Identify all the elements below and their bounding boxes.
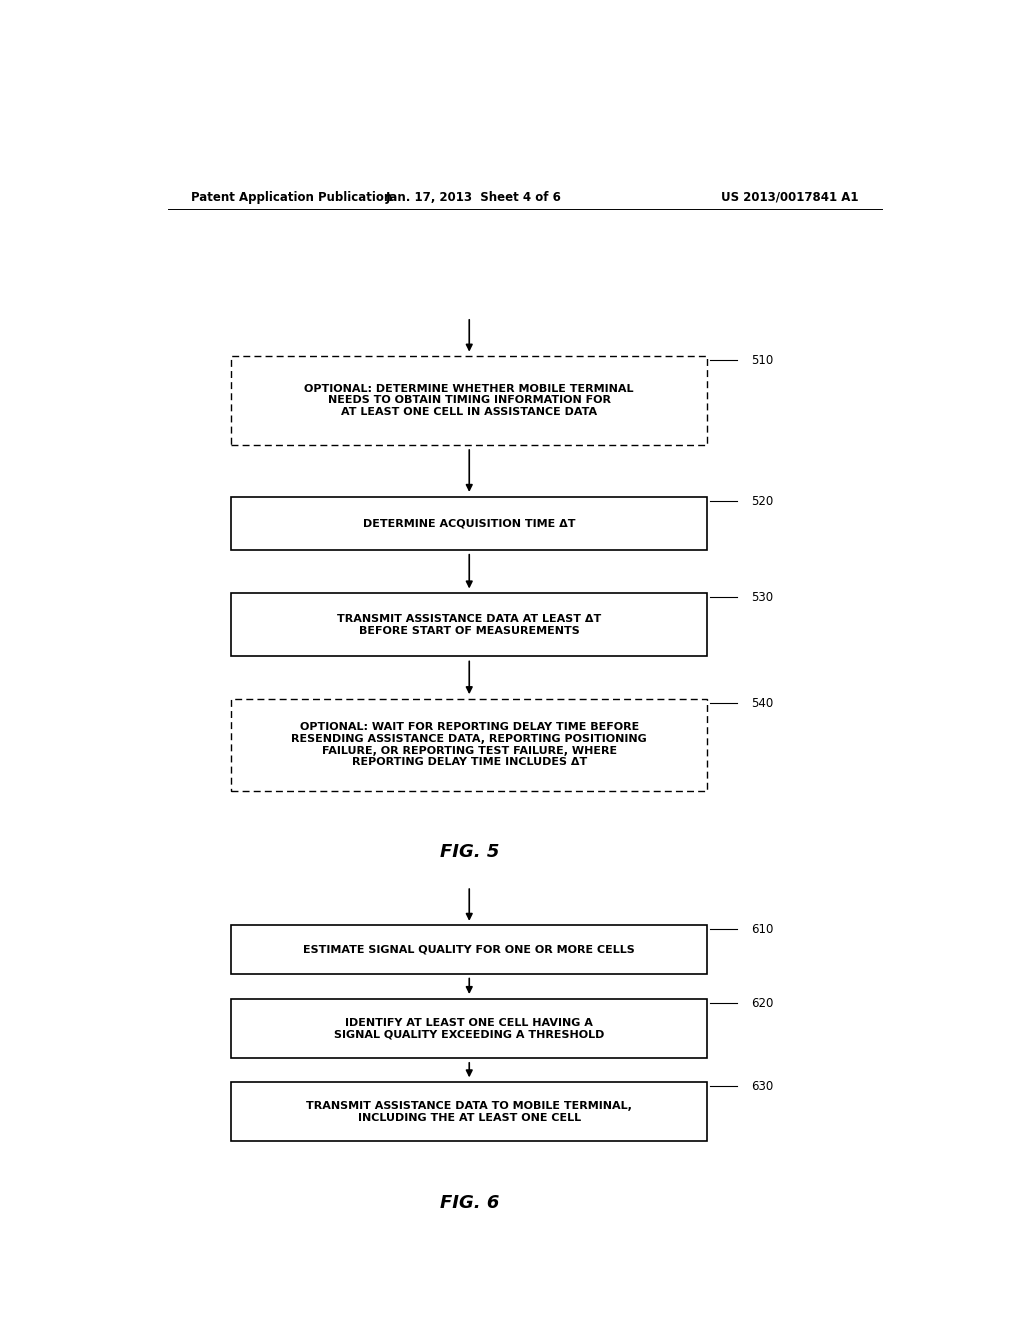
- Text: ESTIMATE SIGNAL QUALITY FOR ONE OR MORE CELLS: ESTIMATE SIGNAL QUALITY FOR ONE OR MORE …: [303, 944, 635, 954]
- Bar: [231, 1082, 708, 1142]
- Text: 510: 510: [751, 354, 773, 367]
- Text: OPTIONAL: DETERMINE WHETHER MOBILE TERMINAL
NEEDS TO OBTAIN TIMING INFORMATION F: OPTIONAL: DETERMINE WHETHER MOBILE TERMI…: [304, 384, 634, 417]
- Text: 530: 530: [751, 591, 773, 605]
- Text: Jan. 17, 2013  Sheet 4 of 6: Jan. 17, 2013 Sheet 4 of 6: [385, 190, 561, 203]
- Text: IDENTIFY AT LEAST ONE CELL HAVING A
SIGNAL QUALITY EXCEEDING A THRESHOLD: IDENTIFY AT LEAST ONE CELL HAVING A SIGN…: [334, 1018, 604, 1039]
- Bar: [231, 925, 708, 974]
- Text: US 2013/0017841 A1: US 2013/0017841 A1: [721, 190, 858, 203]
- Text: OPTIONAL: WAIT FOR REPORTING DELAY TIME BEFORE
RESENDING ASSISTANCE DATA, REPORT: OPTIONAL: WAIT FOR REPORTING DELAY TIME …: [292, 722, 647, 767]
- Bar: [231, 594, 708, 656]
- Bar: [231, 999, 708, 1057]
- Text: Patent Application Publication: Patent Application Publication: [191, 190, 393, 203]
- Text: FIG. 6: FIG. 6: [439, 1195, 499, 1212]
- Text: 540: 540: [751, 697, 773, 710]
- Bar: [231, 355, 708, 445]
- Bar: [231, 496, 708, 549]
- Text: 630: 630: [751, 1080, 773, 1093]
- Text: 610: 610: [751, 923, 773, 936]
- Text: 520: 520: [751, 495, 773, 508]
- Text: TRANSMIT ASSISTANCE DATA AT LEAST ΔT
BEFORE START OF MEASUREMENTS: TRANSMIT ASSISTANCE DATA AT LEAST ΔT BEF…: [337, 614, 601, 636]
- Text: 620: 620: [751, 997, 773, 1010]
- Text: FIG. 5: FIG. 5: [439, 842, 499, 861]
- Bar: [231, 700, 708, 791]
- Text: DETERMINE ACQUISITION TIME ΔT: DETERMINE ACQUISITION TIME ΔT: [362, 519, 575, 528]
- Text: TRANSMIT ASSISTANCE DATA TO MOBILE TERMINAL,
INCLUDING THE AT LEAST ONE CELL: TRANSMIT ASSISTANCE DATA TO MOBILE TERMI…: [306, 1101, 632, 1122]
